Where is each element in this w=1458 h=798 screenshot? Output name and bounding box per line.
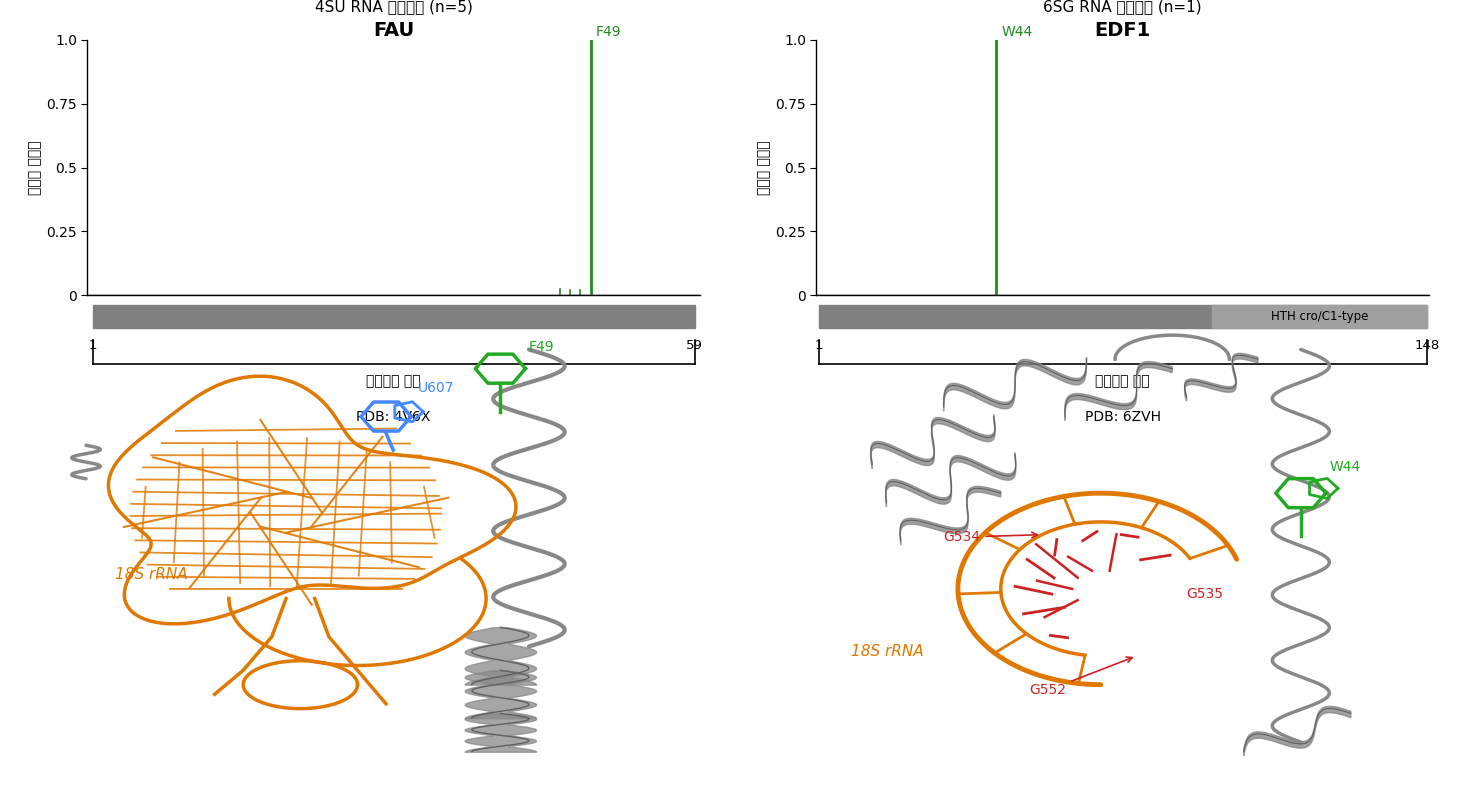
Text: PDB: 6ZVH: PDB: 6ZVH <box>1085 410 1161 425</box>
Text: PDB: 4V6X: PDB: 4V6X <box>356 410 432 425</box>
Text: 18S rRNA: 18S rRNA <box>115 567 187 583</box>
Text: G534: G534 <box>943 530 1037 544</box>
Text: W44: W44 <box>1002 26 1032 39</box>
Text: 1: 1 <box>815 338 822 352</box>
Text: F49: F49 <box>596 26 621 39</box>
Polygon shape <box>943 357 1086 411</box>
Polygon shape <box>900 487 1000 545</box>
Polygon shape <box>870 414 994 468</box>
Text: G535: G535 <box>1187 587 1223 602</box>
Text: 1: 1 <box>89 338 96 352</box>
Text: 4SU RNA 결합자리 (n=5): 4SU RNA 결합자리 (n=5) <box>315 0 472 14</box>
Text: U607: U607 <box>418 381 455 395</box>
Polygon shape <box>1184 354 1258 401</box>
Text: W44: W44 <box>1330 460 1360 474</box>
Text: 148: 148 <box>1414 338 1439 352</box>
Text: 59: 59 <box>687 338 703 352</box>
Y-axis label: 상대적 존재량: 상대적 존재량 <box>28 140 42 195</box>
Text: 6SG RNA 결합자리 (n=1): 6SG RNA 결합자리 (n=1) <box>1044 0 1201 14</box>
Bar <box>818 306 1427 329</box>
Text: 아미노산 위치: 아미노산 위치 <box>1095 374 1150 389</box>
Polygon shape <box>886 452 1016 507</box>
Text: G552: G552 <box>1029 657 1133 697</box>
Text: HTH cro/C1-type: HTH cro/C1-type <box>1270 310 1368 323</box>
Text: F49: F49 <box>529 340 554 354</box>
Polygon shape <box>1064 361 1172 421</box>
Text: 아미노산 위치: 아미노산 위치 <box>366 374 421 389</box>
Title: FAU: FAU <box>373 21 414 40</box>
Title: EDF1: EDF1 <box>1095 21 1150 40</box>
Bar <box>1212 306 1427 329</box>
Polygon shape <box>1244 706 1350 756</box>
Y-axis label: 상대적 존재량: 상대적 존재량 <box>757 140 771 195</box>
Text: 18S rRNA: 18S rRNA <box>851 644 923 659</box>
Bar <box>93 306 694 329</box>
